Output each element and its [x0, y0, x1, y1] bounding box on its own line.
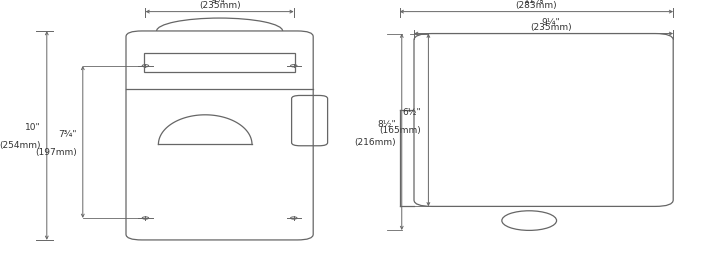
Text: (216mm): (216mm)	[354, 138, 396, 147]
Text: (283mm): (283mm)	[516, 1, 557, 10]
Text: 9¼": 9¼"	[210, 0, 229, 5]
Text: (235mm): (235mm)	[199, 1, 240, 10]
Text: (197mm): (197mm)	[35, 148, 77, 157]
Text: (235mm): (235mm)	[530, 23, 572, 32]
Text: 6½": 6½"	[402, 108, 421, 117]
Text: (254mm): (254mm)	[0, 141, 41, 150]
Bar	[144, 53, 295, 72]
Text: (165mm): (165mm)	[379, 126, 421, 135]
Text: 8½": 8½"	[377, 120, 396, 128]
Text: 9¼": 9¼"	[541, 18, 560, 27]
Text: 10": 10"	[25, 123, 41, 132]
Text: 11⅛": 11⅛"	[524, 0, 549, 5]
Text: 7¾": 7¾"	[58, 130, 77, 139]
